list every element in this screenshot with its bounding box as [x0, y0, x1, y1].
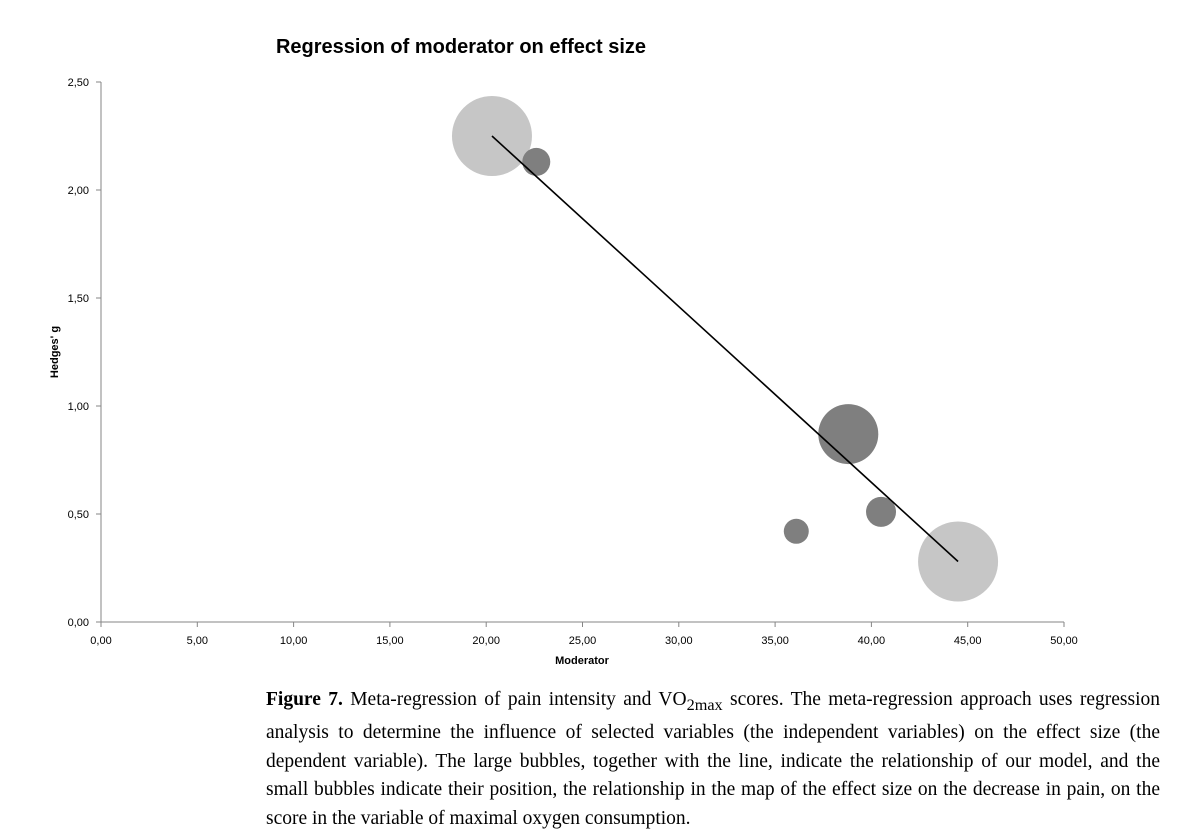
- x-tick-label: 40,00: [858, 635, 886, 647]
- y-tick-label: 2,00: [68, 185, 89, 197]
- axes: 0,00 5,00 10,00 15,00 20,00 25,00 30,00 35,00 40…: [68, 77, 1078, 647]
- x-tick-label: 10,00: [280, 635, 308, 647]
- caption-text-before: Meta-regression of pain intensity and VO: [342, 689, 687, 710]
- x-tick-label: 30,00: [665, 635, 693, 647]
- figure-caption: Figure 7. Meta-regression of pain intens…: [266, 686, 1160, 833]
- bubble-point: [522, 147, 551, 176]
- caption-text-after: scores. The meta-regression approach use…: [266, 689, 1160, 829]
- y-tick-label: 1,50: [68, 293, 89, 305]
- x-tick-label: 20,00: [472, 635, 500, 647]
- x-axis-label: Moderator: [555, 655, 610, 667]
- x-tick-label: 45,00: [954, 635, 982, 647]
- y-axis-label: Hedges' g: [49, 326, 61, 378]
- bubble-chart: Regression of moderator on effect size 0…: [49, 36, 1078, 667]
- x-tick-label: 0,00: [90, 635, 111, 647]
- caption-sub-2: 2: [686, 695, 695, 714]
- regression-line: [491, 135, 959, 563]
- y-tick-label: 0,00: [68, 617, 89, 629]
- bubble-point: [818, 404, 879, 465]
- y-tick-label: 0,50: [68, 509, 89, 521]
- x-tick-label: 5,00: [187, 635, 208, 647]
- y-tick-label: 1,00: [68, 401, 89, 413]
- x-tick-label: 25,00: [569, 635, 597, 647]
- caption-sub-max: max: [694, 695, 723, 714]
- x-tick-label: 35,00: [761, 635, 789, 647]
- bubble-point: [866, 496, 897, 527]
- x-tick-label: 50,00: [1050, 635, 1078, 647]
- figure-label: Figure 7.: [266, 689, 343, 710]
- regression-line-group: [491, 135, 959, 563]
- x-tick-label: 15,00: [376, 635, 404, 647]
- bubble-point: [783, 518, 809, 544]
- chart-title: Regression of moderator on effect size: [276, 36, 646, 58]
- y-tick-label: 2,50: [68, 77, 89, 89]
